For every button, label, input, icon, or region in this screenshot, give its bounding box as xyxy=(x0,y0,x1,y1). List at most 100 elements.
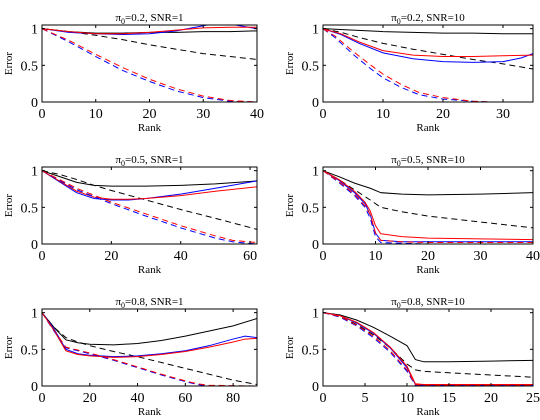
y-tick-label: 0.5 xyxy=(302,343,320,358)
series-line-1 xyxy=(323,28,533,35)
x-tick-label: 20 xyxy=(83,391,97,406)
series-line-4 xyxy=(42,26,257,35)
y-tick-label: 0 xyxy=(312,380,319,395)
x-tick-label: 0 xyxy=(320,107,327,122)
x-tick-label: 25 xyxy=(526,391,540,406)
series-line-4 xyxy=(42,312,257,358)
y-tick-label: 0 xyxy=(31,238,38,253)
y-tick-label: 0 xyxy=(312,96,319,111)
x-tick-label: 80 xyxy=(226,391,240,406)
x-tick-label: 20 xyxy=(421,249,435,264)
x-axis-label: Rank xyxy=(138,406,162,418)
series-line-6 xyxy=(323,170,533,244)
series-line-4 xyxy=(323,28,533,58)
y-tick-label: 1 xyxy=(312,165,319,180)
x-tick-label: 60 xyxy=(178,391,192,406)
series-line-4 xyxy=(323,312,533,386)
y-tick-label: 1 xyxy=(31,23,38,38)
x-tick-label: 10 xyxy=(400,391,414,406)
series-line-5 xyxy=(42,170,257,244)
subplot-1: 0 10 20 30 40 0 0.5 1 π0=0.2, SNR=1 Rank Error xyxy=(3,12,264,134)
series-line-3 xyxy=(323,28,533,63)
subplot-title: π0=0.5, SNR=10 xyxy=(391,154,465,168)
y-tick-label: 0 xyxy=(31,96,38,111)
series-line-2 xyxy=(42,170,257,230)
x-tick-label: 10 xyxy=(89,107,103,122)
axes-frame xyxy=(41,308,258,387)
x-tick-label: 20 xyxy=(143,107,157,122)
y-tick-label: 0 xyxy=(31,380,38,395)
subplot-title: π0=0.8, SNR=1 xyxy=(115,296,183,310)
x-tick-label: 30 xyxy=(474,249,488,264)
series-line-3 xyxy=(42,312,257,358)
axes-frame xyxy=(322,308,534,387)
series-line-5 xyxy=(42,28,257,102)
subplot-2: 0 10 20 30 0 0.5 1 π0=0.2, SNR=10 Rank Error xyxy=(284,12,534,134)
series-line-2 xyxy=(323,28,533,70)
x-tick-label: 20 xyxy=(484,391,498,406)
axes-frame xyxy=(41,166,258,245)
y-tick-label: 0.5 xyxy=(302,201,320,216)
y-tick-label: 0 xyxy=(312,238,319,253)
x-tick-label: 0 xyxy=(39,107,46,122)
x-axis-label: Rank xyxy=(416,264,440,276)
x-tick-label: 0 xyxy=(320,391,327,406)
subplot-title: π0=0.5, SNR=1 xyxy=(115,154,183,168)
subplot-5: 0 20 40 60 80 0 0.5 1 π0=0.8, SNR=1 Rank Error xyxy=(3,296,258,418)
y-axis-label: Error xyxy=(3,194,15,218)
x-tick-label: 10 xyxy=(376,107,390,122)
x-tick-label: 15 xyxy=(442,391,456,406)
x-tick-label: 40 xyxy=(174,249,188,264)
y-axis-label: Error xyxy=(284,336,296,360)
x-axis-label: Rank xyxy=(138,122,162,134)
series-line-5 xyxy=(323,312,533,386)
x-tick-label: 30 xyxy=(496,107,510,122)
subplot-title: π0=0.2, SNR=1 xyxy=(115,12,183,26)
series-line-5 xyxy=(323,28,533,102)
axes-frame xyxy=(322,166,534,245)
series-line-2 xyxy=(42,28,257,60)
x-tick-label: 60 xyxy=(243,249,257,264)
series-line-2 xyxy=(42,312,257,386)
x-axis-label: Rank xyxy=(416,406,440,418)
x-tick-label: 40 xyxy=(526,249,540,264)
y-tick-label: 1 xyxy=(31,307,38,322)
y-tick-label: 1 xyxy=(31,165,38,180)
x-tick-label: 0 xyxy=(39,391,46,406)
y-axis-label: Error xyxy=(3,336,15,360)
y-tick-label: 1 xyxy=(312,23,319,38)
series-line-5 xyxy=(323,170,533,244)
series-line-2 xyxy=(323,312,533,378)
series-line-6 xyxy=(42,28,257,102)
y-axis-label: Error xyxy=(3,52,15,76)
x-tick-label: 20 xyxy=(436,107,450,122)
y-tick-label: 1 xyxy=(312,307,319,322)
series-line-6 xyxy=(42,312,257,386)
x-tick-label: 30 xyxy=(196,107,210,122)
series-line-4 xyxy=(42,170,257,200)
series-line-6 xyxy=(42,170,257,244)
subplot-3: 0 20 40 60 0 0.5 1 π0=0.5, SNR=1 Rank Error xyxy=(3,154,258,276)
subplot-title: π0=0.2, SNR=10 xyxy=(391,12,465,26)
series-line-3 xyxy=(323,170,533,243)
series-line-3 xyxy=(42,170,257,201)
subplot-6: 0 5 10 15 20 25 0 0.5 1 π0=0.8, SNR=10 Rank Error xyxy=(284,296,540,418)
x-tick-label: 0 xyxy=(320,249,327,264)
axes-frame xyxy=(41,24,258,103)
series-line-1 xyxy=(323,312,533,363)
series-line-6 xyxy=(323,312,533,386)
y-axis-label: Error xyxy=(284,52,296,76)
y-tick-label: 0.5 xyxy=(21,343,39,358)
y-tick-label: 0.5 xyxy=(302,59,320,74)
x-tick-label: 10 xyxy=(369,249,383,264)
y-axis-label: Error xyxy=(284,194,296,218)
x-tick-label: 5 xyxy=(362,391,369,406)
subplot-4: 0 10 20 30 40 0 0.5 1 π0=0.5, SNR=10 Rank Error xyxy=(284,154,540,276)
series-line-4 xyxy=(323,170,533,241)
x-tick-label: 0 xyxy=(39,249,46,264)
y-tick-label: 0.5 xyxy=(21,59,39,74)
series-line-1 xyxy=(42,170,257,187)
axes-frame xyxy=(322,24,534,103)
x-tick-label: 20 xyxy=(104,249,118,264)
